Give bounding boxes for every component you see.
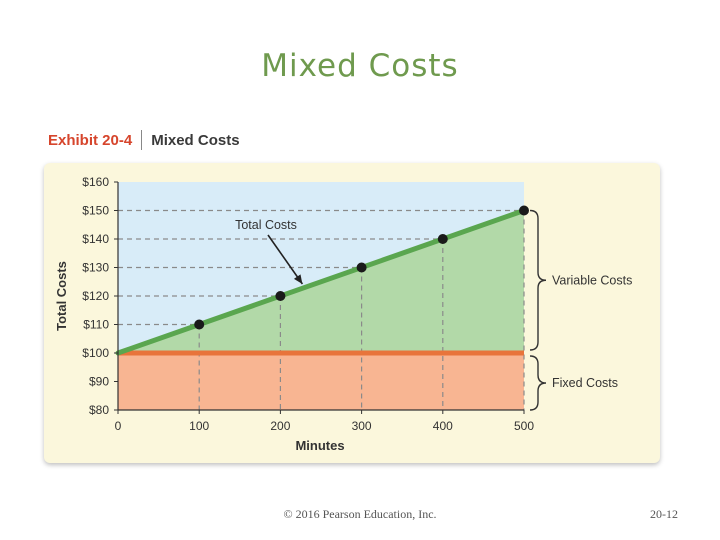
y-tick-label-7: $150: [82, 204, 109, 218]
x-tick-label-0: 0: [115, 419, 122, 433]
exhibit-divider: [141, 130, 143, 150]
fixed-cost-area: [118, 353, 524, 410]
total-costs-arrow-head: [293, 274, 303, 284]
x-tick-label-1: 100: [189, 419, 209, 433]
data-point-4: [519, 205, 529, 216]
exhibit-name: Mixed Costs: [151, 131, 240, 149]
y-tick-label-8: $160: [82, 175, 109, 189]
x-tick-label-3: 300: [352, 419, 372, 433]
x-tick-label-2: 200: [270, 419, 290, 433]
data-point-3: [437, 234, 448, 244]
data-point-0: [194, 319, 205, 330]
fixed-costs-brace: [529, 355, 547, 411]
x-tick-label-5: 500: [514, 419, 534, 433]
total-costs-arrow-line: [267, 234, 304, 285]
y-tick-label-0: $80: [89, 403, 109, 417]
footer-page-number: 20-12: [650, 507, 678, 521]
mixed-costs-chart: $80 $90 $100 $110 $120 $130 $140 $150 $160 0 100 20…: [54, 175, 632, 453]
exhibit-header: Exhibit 20-4 Mixed Costs: [48, 129, 240, 151]
x-tick-label-4: 400: [433, 419, 453, 433]
data-point-1: [275, 291, 286, 301]
y-tick-label-1: $90: [89, 375, 109, 389]
y-tick-label-6: $140: [82, 232, 109, 246]
y-tick-label-4: $120: [82, 289, 109, 303]
y-tick-label-5: $130: [82, 261, 109, 275]
data-point-2: [356, 262, 367, 273]
x-axis-title: Minutes: [295, 438, 344, 453]
y-tick-label-2: $100: [82, 346, 109, 360]
variable-costs-brace: [529, 209, 547, 351]
chart-panel: $80 $90 $100 $110 $120 $130 $140 $150 $160 0 100 20…: [44, 163, 660, 463]
total-costs-annotation: Total Costs: [235, 218, 297, 232]
exhibit-label: Exhibit 20-4: [48, 131, 133, 149]
y-tick-label-3: $110: [83, 318, 109, 332]
total-cost-line: [115, 208, 527, 356]
slide-title: Mixed Costs: [261, 48, 459, 84]
fixed-costs-label: Fixed Costs: [552, 376, 618, 390]
y-axis-title: Total Costs: [54, 261, 69, 331]
footer-copyright: © 2016 Pearson Education, Inc.: [283, 507, 437, 521]
variable-costs-label: Variable Costs: [552, 273, 632, 287]
